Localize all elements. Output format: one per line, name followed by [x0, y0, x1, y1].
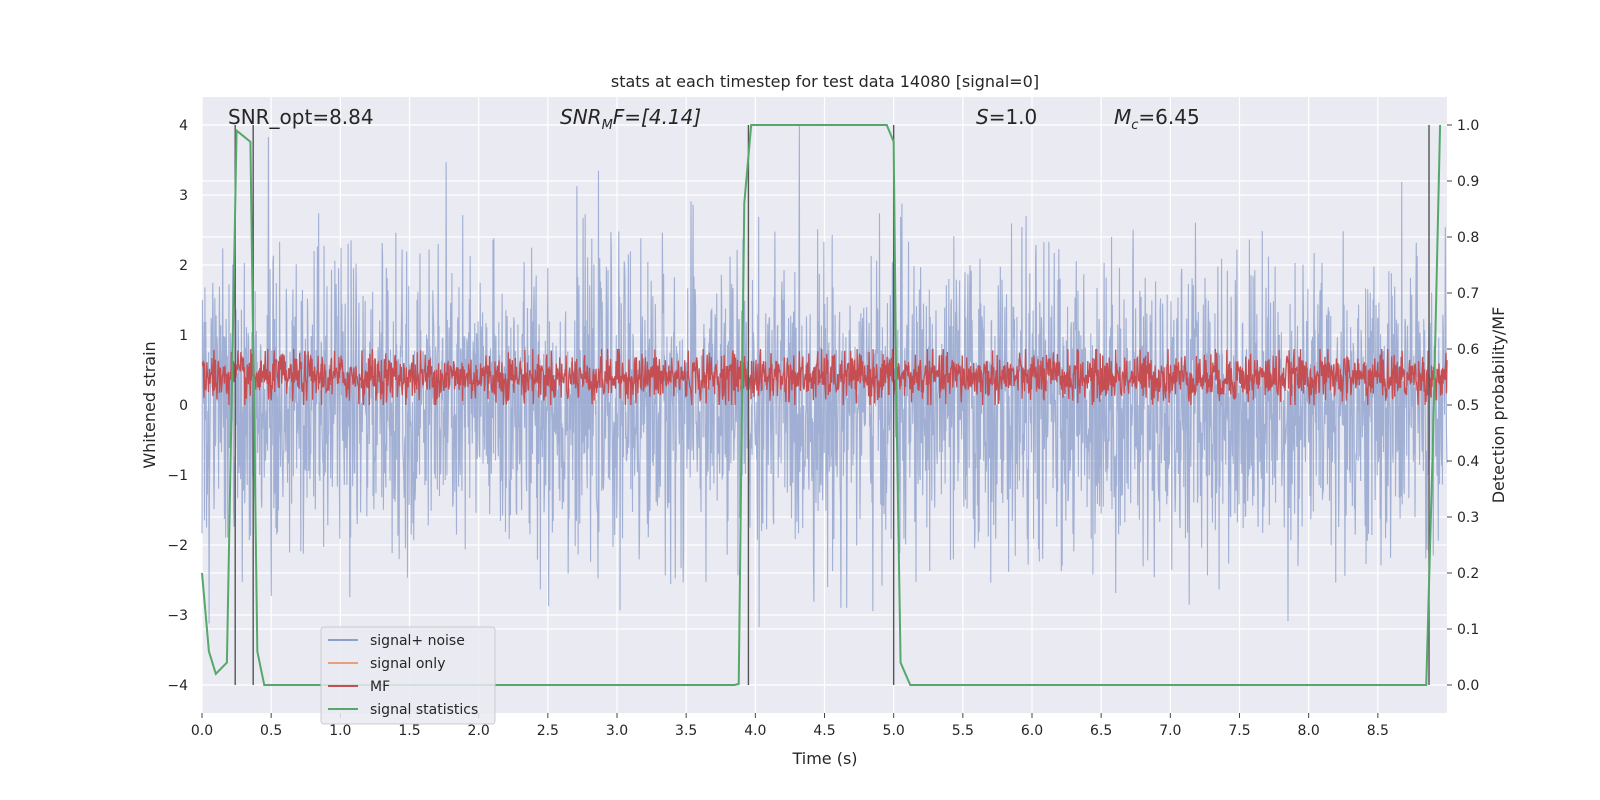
s-var: S: [976, 105, 989, 129]
y-left-tick-label: 2: [179, 258, 188, 274]
mc-sub: c: [1131, 118, 1138, 133]
y-right-tick-label: 0.0: [1457, 678, 1479, 694]
x-tick-label: 0.0: [191, 723, 213, 739]
x-tick-label: 5.0: [883, 723, 905, 739]
x-tick-label: 6.0: [1021, 723, 1043, 739]
annotation-mc: Mc=6.45: [1114, 105, 1200, 133]
y-left-tick-label: 3: [179, 188, 188, 204]
x-tick-label: 5.5: [952, 723, 974, 739]
x-tick-label: 8.5: [1367, 723, 1389, 739]
y-left-tick-label: 0: [179, 398, 188, 414]
x-tick-label: 2.0: [468, 723, 490, 739]
mc-base: M: [1114, 105, 1131, 129]
y-right-axis-ticks: 1.0 0.9 0.8 0.7 0.6 0.5 0.4 0.3 0.2 0.1 0.0: [1447, 118, 1479, 694]
y-left-tick-label: −4: [167, 678, 188, 694]
y-left-tick-label: −3: [167, 608, 188, 624]
legend-label-mf: MF: [370, 679, 390, 695]
annotation-snr-mf: SNRMF=[4.14]: [560, 105, 701, 133]
y-left-tick-label: −1: [167, 468, 188, 484]
legend-label-signal-only: signal only: [370, 656, 445, 672]
chart-title: stats at each timestep for test data 140…: [611, 72, 1039, 91]
y-right-tick-label: 0.4: [1457, 454, 1479, 470]
mf-series: [201, 348, 1448, 406]
x-tick-label: 1.0: [329, 723, 351, 739]
signal-statistics-series: [201, 124, 1442, 686]
y-right-tick-label: 1.0: [1457, 118, 1479, 134]
x-tick-label: 4.0: [744, 723, 766, 739]
annotation-snr-opt: SNR_opt=8.84: [228, 105, 374, 129]
x-tick-label: 8.0: [1298, 723, 1320, 739]
y-right-axis-label: Detection probability/MF: [1489, 307, 1508, 504]
snr-mf-rest: F=[4.14]: [613, 105, 701, 129]
x-tick-label: 2.5: [537, 723, 559, 739]
y-left-tick-label: −2: [167, 538, 188, 554]
y-right-tick-label: 0.2: [1457, 566, 1479, 582]
y-left-axis-ticks: 4 3 2 1 0 −1 −2 −3 −4: [167, 118, 188, 694]
s-value: =1.0: [989, 105, 1038, 129]
y-left-axis-label: Whitened strain: [140, 341, 159, 468]
snr-mf-sub: M: [602, 118, 613, 133]
x-tick-label: 7.0: [1159, 723, 1181, 739]
y-right-tick-label: 0.8: [1457, 230, 1479, 246]
y-left-tick-label: 1: [179, 328, 188, 344]
mf-line: [201, 348, 1448, 406]
y-right-tick-label: 0.5: [1457, 398, 1479, 414]
x-axis-ticks: 0.0 0.5 1.0 1.5 2.0 2.5 3.0 3.5 4.0 4.5 5.0 5.5 6.0 6…: [191, 713, 1389, 739]
y-right-tick-label: 0.3: [1457, 510, 1479, 526]
y-right-tick-label: 0.6: [1457, 342, 1479, 358]
x-tick-label: 6.5: [1090, 723, 1112, 739]
x-tick-label: 4.5: [813, 723, 835, 739]
mc-value: =6.45: [1138, 105, 1199, 129]
signal-statistics-line: [201, 124, 1442, 686]
legend: signal+ noise signal only MF signal stat…: [320, 626, 496, 725]
x-tick-label: 3.5: [675, 723, 697, 739]
y-right-tick-label: 0.7: [1457, 286, 1479, 302]
y-right-tick-label: 0.1: [1457, 622, 1479, 638]
annotation-s: S=1.0: [976, 105, 1037, 129]
snr-mf-base: SNR: [560, 105, 602, 129]
legend-label-signal-noise: signal+ noise: [370, 633, 465, 649]
x-tick-label: 1.5: [398, 723, 420, 739]
legend-box: [320, 626, 496, 725]
x-tick-label: 7.5: [1228, 723, 1250, 739]
y-left-tick-label: 4: [179, 118, 188, 134]
x-axis-label: Time (s): [791, 749, 857, 768]
legend-label-signal-statistics: signal statistics: [370, 702, 478, 718]
x-tick-label: 0.5: [260, 723, 282, 739]
y-right-tick-label: 0.9: [1457, 174, 1479, 190]
x-tick-label: 3.0: [606, 723, 628, 739]
